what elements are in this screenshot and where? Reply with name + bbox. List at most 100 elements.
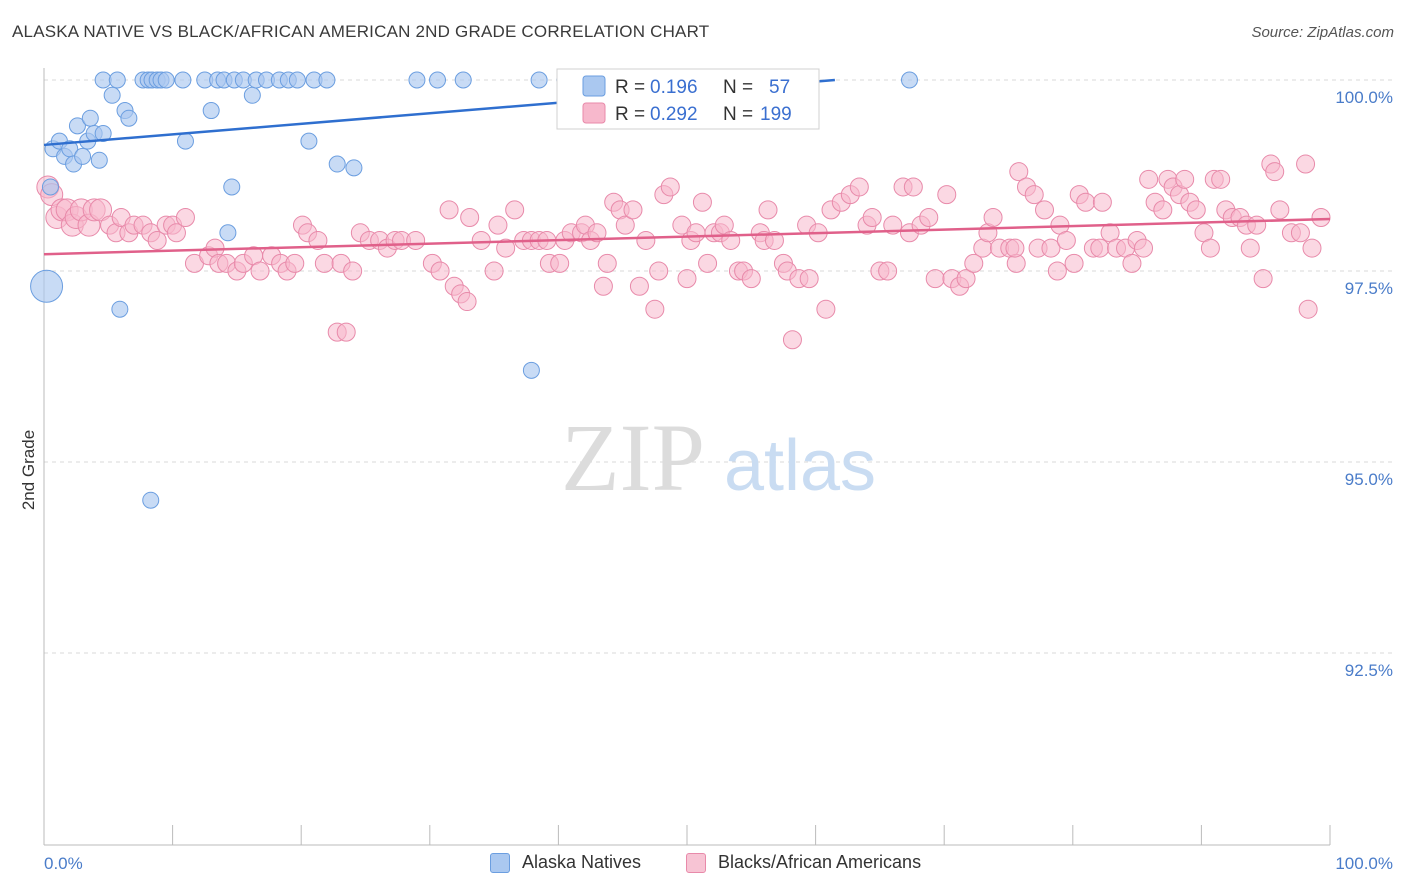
point-black-african-american[interactable]: [343, 261, 363, 281]
point-black-african-american[interactable]: [1270, 200, 1290, 220]
point-black-african-american[interactable]: [925, 269, 945, 289]
point-black-african-american[interactable]: [677, 269, 697, 289]
point-black-african-american[interactable]: [956, 269, 976, 289]
point-black-african-american[interactable]: [439, 200, 459, 220]
point-alaska-natives[interactable]: [900, 71, 918, 89]
point-black-african-american[interactable]: [1024, 185, 1044, 205]
point-alaska-natives[interactable]: [108, 71, 126, 89]
point-black-african-american[interactable]: [1253, 269, 1273, 289]
point-black-african-american[interactable]: [597, 253, 617, 273]
point-alaska-natives[interactable]: [174, 71, 192, 89]
point-black-african-american[interactable]: [336, 322, 356, 342]
point-black-african-american[interactable]: [698, 253, 718, 273]
legend-item-black[interactable]: Blacks/African Americans: [686, 852, 921, 873]
point-black-african-american[interactable]: [1076, 192, 1096, 212]
point-black-african-american[interactable]: [1092, 192, 1112, 212]
point-black-african-american[interactable]: [623, 200, 643, 220]
point-black-african-american[interactable]: [741, 269, 761, 289]
point-alaska-natives[interactable]: [120, 109, 138, 127]
point-black-african-american[interactable]: [645, 299, 665, 319]
point-alaska-natives[interactable]: [90, 151, 108, 169]
point-black-african-american[interactable]: [593, 276, 613, 296]
point-alaska-natives[interactable]: [219, 224, 237, 242]
point-black-african-american[interactable]: [758, 200, 778, 220]
point-black-african-american[interactable]: [964, 253, 984, 273]
point-black-african-american[interactable]: [471, 230, 491, 250]
point-alaska-natives[interactable]: [223, 178, 241, 196]
legend-item-alaska[interactable]: Alaska Natives: [490, 852, 641, 873]
point-black-african-american[interactable]: [1064, 253, 1084, 273]
point-black-african-american[interactable]: [799, 269, 819, 289]
point-alaska-natives[interactable]: [288, 71, 306, 89]
point-alaska-natives[interactable]: [522, 361, 540, 379]
point-alaska-natives[interactable]: [318, 71, 336, 89]
point-black-african-american[interactable]: [615, 215, 635, 235]
point-alaska-natives[interactable]: [142, 491, 160, 509]
point-black-african-american[interactable]: [937, 185, 957, 205]
point-alaska-natives[interactable]: [94, 124, 112, 142]
point-black-african-american[interactable]: [849, 177, 869, 197]
point-black-african-american[interactable]: [496, 238, 516, 258]
point-black-african-american[interactable]: [147, 230, 167, 250]
point-black-african-american[interactable]: [505, 200, 525, 220]
point-black-african-american[interactable]: [1139, 169, 1159, 189]
point-black-african-american[interactable]: [1047, 261, 1067, 281]
point-alaska-natives[interactable]: [81, 109, 99, 127]
point-black-african-american[interactable]: [1153, 200, 1173, 220]
point-black-african-american[interactable]: [285, 253, 305, 273]
point-alaska-natives[interactable]: [530, 71, 548, 89]
point-black-african-american[interactable]: [764, 230, 784, 250]
point-black-african-american[interactable]: [919, 208, 939, 228]
point-black-african-american[interactable]: [484, 261, 504, 281]
point-black-african-american[interactable]: [1200, 238, 1220, 258]
point-alaska-natives[interactable]: [30, 269, 64, 303]
point-alaska-natives[interactable]: [41, 178, 59, 196]
point-alaska-natives[interactable]: [429, 71, 447, 89]
point-black-african-american[interactable]: [782, 330, 802, 350]
point-alaska-natives[interactable]: [345, 159, 363, 177]
point-black-african-american[interactable]: [1296, 154, 1316, 174]
point-alaska-natives[interactable]: [68, 117, 86, 135]
point-black-african-american[interactable]: [1247, 215, 1267, 235]
point-black-african-american[interactable]: [1290, 223, 1310, 243]
point-black-african-american[interactable]: [1298, 299, 1318, 319]
point-alaska-natives[interactable]: [300, 132, 318, 150]
point-black-african-american[interactable]: [636, 230, 656, 250]
point-alaska-natives[interactable]: [176, 132, 194, 150]
point-black-african-american[interactable]: [903, 177, 923, 197]
point-black-african-american[interactable]: [1175, 169, 1195, 189]
point-black-african-american[interactable]: [587, 223, 607, 243]
point-black-african-american[interactable]: [686, 223, 706, 243]
point-black-african-american[interactable]: [1211, 169, 1231, 189]
point-black-african-american[interactable]: [1090, 238, 1110, 258]
point-black-african-american[interactable]: [1265, 162, 1285, 182]
point-black-african-american[interactable]: [1134, 238, 1154, 258]
point-black-african-american[interactable]: [983, 208, 1003, 228]
point-black-african-american[interactable]: [1302, 238, 1322, 258]
point-alaska-natives[interactable]: [328, 155, 346, 173]
point-black-african-american[interactable]: [550, 253, 570, 273]
point-black-african-american[interactable]: [1041, 238, 1061, 258]
point-black-african-american[interactable]: [1311, 208, 1331, 228]
point-black-african-american[interactable]: [175, 208, 195, 228]
point-black-african-american[interactable]: [460, 208, 480, 228]
point-black-african-american[interactable]: [166, 223, 186, 243]
point-alaska-natives[interactable]: [202, 102, 220, 120]
point-black-african-american[interactable]: [308, 230, 328, 250]
point-alaska-natives[interactable]: [111, 300, 129, 318]
point-black-african-american[interactable]: [878, 261, 898, 281]
point-black-african-american[interactable]: [816, 299, 836, 319]
point-alaska-natives[interactable]: [74, 147, 92, 165]
point-black-african-american[interactable]: [649, 261, 669, 281]
point-black-african-american[interactable]: [1009, 162, 1029, 182]
point-alaska-natives[interactable]: [103, 86, 121, 104]
point-black-african-american[interactable]: [250, 261, 270, 281]
point-black-african-american[interactable]: [314, 253, 334, 273]
point-alaska-natives[interactable]: [157, 71, 175, 89]
point-alaska-natives[interactable]: [243, 86, 261, 104]
point-black-african-american[interactable]: [862, 208, 882, 228]
point-alaska-natives[interactable]: [454, 71, 472, 89]
point-black-african-american[interactable]: [488, 215, 508, 235]
point-black-african-american[interactable]: [692, 192, 712, 212]
point-black-african-american[interactable]: [430, 261, 450, 281]
